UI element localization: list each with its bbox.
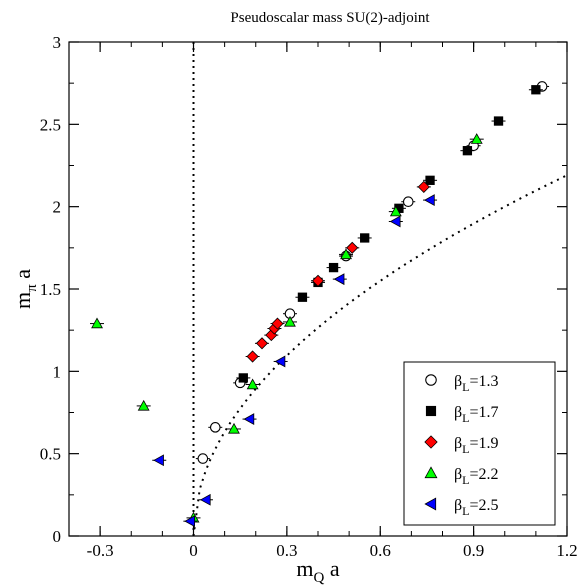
data-point [238,373,248,383]
data-point [271,317,284,330]
data-point [493,116,504,126]
legend-entry: βL=2.2 [454,466,499,487]
x-tick-label: 0.6 [370,541,391,560]
legend-marker [425,374,437,386]
y-tick-label: 0.5 [40,445,61,464]
data-point [531,85,541,95]
x-axis-label: mQ a [296,556,339,586]
y-tick-label: 1.5 [40,280,61,299]
data-point [91,317,103,329]
data-point [246,350,259,363]
data-point [333,273,345,286]
data-point [228,422,240,434]
data-point [255,337,269,350]
data-point [389,215,401,228]
data-point [425,175,435,185]
legend-marker [424,466,438,479]
data-point [209,422,221,433]
axis-ticks: -0.3 0 0.3 0.6 0.9 1.2 0 0.5 1 1.5 2 2.5 3 [40,33,578,560]
y-tick-label: 0 [53,527,62,546]
data-point [423,194,435,206]
data-point [184,515,196,528]
data-series [90,81,550,528]
data-point [462,146,473,156]
x-tick-label: 1.2 [556,541,577,560]
data-point [417,180,430,193]
data-point [311,274,325,287]
series-1 [236,85,543,383]
legend-marker [424,497,437,511]
legend-entry: βL=1.3 [454,373,499,394]
data-point [297,292,308,302]
y-tick-label: 3 [53,33,62,52]
data-point [137,399,150,411]
data-point [284,315,296,327]
y-axis-label: mπ a [10,269,40,309]
legend: βL=1.3 βL=1.7 βL=1.9 βL=2.2 βL=2.5 [403,361,556,526]
data-point [153,454,164,467]
series-2 [245,180,431,363]
x-tick-label: 0 [189,541,198,560]
series-3 [90,133,484,523]
y-tick-label: 2 [53,198,62,217]
series-4 [152,194,438,528]
legend-entry: βL=2.5 [454,497,499,518]
legend-entry: βL=1.7 [454,404,499,425]
legend-entry: βL=1.9 [454,435,499,456]
data-point [360,233,370,243]
y-tick-label: 1 [53,362,62,381]
data-point [243,413,255,425]
data-point [340,248,352,260]
chart-title: Pseudoscalar mass SU(2)-adjoint [230,10,430,26]
data-point [389,205,402,217]
data-point [346,241,359,254]
data-point [199,493,211,506]
y-tick-label: 2.5 [40,115,61,134]
data-point [470,133,483,144]
x-tick-label: 0.9 [463,541,484,560]
reference-lines [192,42,568,537]
x-tick-label: 0.3 [276,541,297,560]
data-point [328,262,339,273]
legend-marker [425,405,437,417]
data-point [274,355,286,368]
x-tick-label: -0.3 [87,541,114,560]
data-point [197,453,209,464]
legend-marker [424,435,438,449]
data-point [246,378,259,390]
data-point [402,196,414,208]
